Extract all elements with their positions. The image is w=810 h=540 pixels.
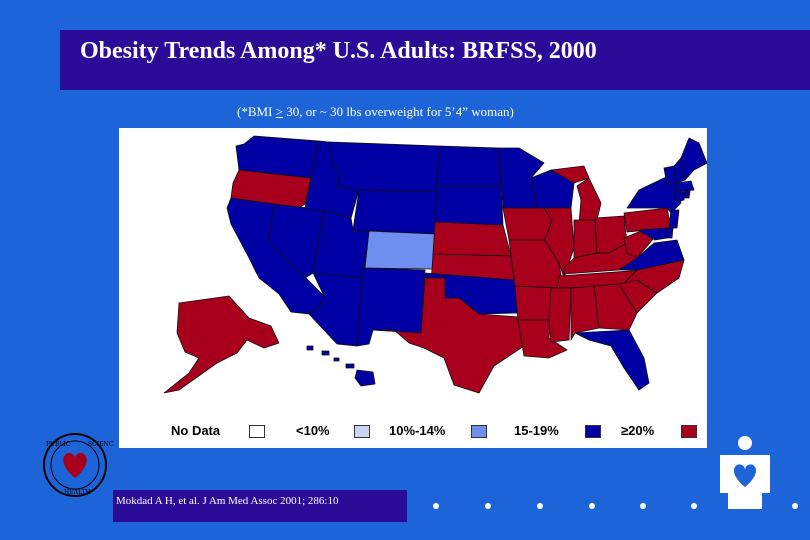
- svg-text:PUBLIC: PUBLIC: [46, 441, 71, 448]
- state-HI: [306, 345, 376, 387]
- legend-swatch-no-data: [249, 425, 265, 438]
- state-WV: [623, 230, 655, 259]
- title-bar: Obesity Trends Among* U.S. Adults: BRFSS…: [60, 30, 810, 90]
- state-GA: [593, 283, 638, 331]
- svg-text:SCIENCE: SCIENCE: [88, 441, 114, 448]
- state-MS: [548, 287, 572, 343]
- subtitle-prefix: (*BMI: [237, 104, 276, 119]
- slide-title: Obesity Trends Among* U.S. Adults: BRFSS…: [80, 38, 597, 64]
- state-DE: [666, 227, 674, 239]
- state-TX: [372, 277, 525, 394]
- state-AZ: [308, 272, 364, 347]
- citation-box: Mokdad A H, et al. J Am Med Assoc 2001; …: [113, 490, 407, 522]
- state-NJ: [668, 209, 680, 229]
- legend-swatch-15-19: [585, 425, 601, 438]
- legend-swatch-under-10: [354, 425, 370, 438]
- decorative-dot: [433, 503, 439, 509]
- state-ME: [680, 137, 707, 181]
- legend: No Data <10% 10%-14% 15-19% ≥20%: [119, 421, 707, 443]
- us-obesity-map: [163, 135, 707, 394]
- decorative-dot: [640, 503, 646, 509]
- state-AK: [163, 295, 280, 394]
- legend-label-20-plus: ≥20%: [621, 423, 655, 438]
- subtitle-rest: 30, or ~ 30 lbs overweight for 5’4” woma…: [282, 104, 514, 119]
- legend-label-under-10: <10%: [296, 423, 330, 438]
- state-MA: [675, 180, 695, 193]
- state-IN: [573, 219, 598, 259]
- legend-label-15-19: 15-19%: [514, 423, 559, 438]
- health-seal-logo: PUBLIC SCIENCE HEALTH: [43, 433, 114, 497]
- state-MD: [638, 227, 668, 241]
- heart-person-logo: [720, 436, 770, 509]
- decorative-dot: [792, 503, 798, 509]
- state-SD: [434, 185, 504, 226]
- state-WY: [352, 189, 438, 235]
- state-MT: [328, 141, 440, 192]
- legend-label-10-14: 10%-14%: [389, 423, 446, 438]
- state-RI: [684, 190, 691, 199]
- citation-text: Mokdad A H, et al. J Am Med Assoc 2001; …: [116, 495, 339, 507]
- state-ND: [436, 145, 502, 187]
- decorative-dot: [589, 503, 595, 509]
- map-panel: No Data <10% 10%-14% 15-19% ≥20%: [119, 128, 707, 448]
- legend-swatch-10-14: [471, 425, 487, 438]
- decorative-dot: [691, 503, 697, 509]
- state-FL: [574, 329, 650, 391]
- state-CT: [674, 191, 686, 203]
- legend-label-no-data: No Data: [171, 423, 221, 438]
- state-NE: [432, 221, 512, 257]
- subtitle-ge-symbol: >: [275, 104, 283, 119]
- legend-swatch-20-plus: [681, 425, 697, 438]
- state-IA: [502, 207, 553, 241]
- state-AL: [570, 285, 600, 341]
- decorative-dot: [537, 503, 543, 509]
- subtitle: (*BMI > 30, or ~ 30 lbs overweight for 5…: [237, 104, 514, 120]
- state-CO: [364, 230, 436, 270]
- svg-text:HEALTH: HEALTH: [64, 489, 91, 496]
- state-IL: [543, 207, 575, 279]
- decorative-dot: [485, 503, 491, 509]
